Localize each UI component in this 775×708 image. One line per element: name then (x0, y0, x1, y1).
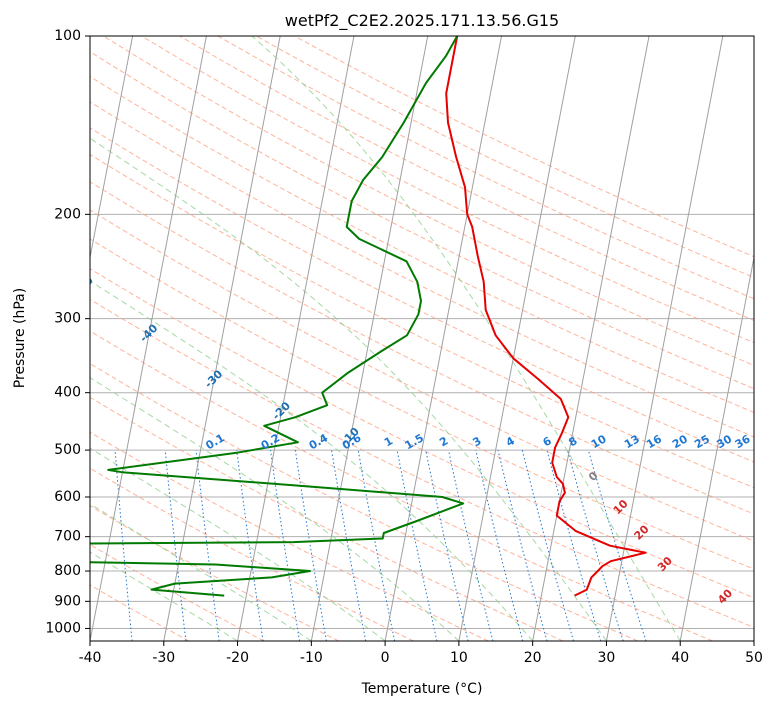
dry-adiabat (90, 505, 339, 641)
skewed-isotherm (679, 254, 754, 641)
dry-adiabat (90, 330, 713, 641)
y-tick-label: 700 (54, 529, 81, 545)
mixing-ratio-line (587, 449, 647, 641)
mixing-ratio-line (546, 449, 602, 641)
x-tick-label: 40 (671, 650, 689, 666)
axis-ticks: -40 -30 -20 -10 0 10 20 30 40 50 100 200 300 400 500 60… (45, 28, 763, 666)
isotherm-label: -50 (73, 274, 96, 297)
dry-adiabat (90, 298, 754, 628)
skewed-isotherm (384, 36, 502, 641)
x-tick-label: -10 (300, 650, 323, 666)
mixing-ratio-line (396, 450, 438, 641)
mixing-ratio-line (521, 449, 574, 641)
dry-adiabat (90, 396, 564, 641)
skewed-isotherm (532, 36, 650, 641)
y-tick-label: 300 (54, 311, 81, 327)
y-tick-label: 400 (54, 385, 81, 401)
mixing-ratio-line (497, 449, 548, 641)
moist-adiabat (90, 551, 238, 641)
dry-adiabat (103, 36, 754, 366)
dewpoint-trace (90, 36, 465, 597)
skewed-isotherm (90, 36, 134, 261)
plot-frame (89, 35, 755, 642)
temperature-trace (445, 36, 647, 597)
x-tick-label: 50 (745, 650, 763, 666)
y-tick-label: 500 (54, 442, 81, 458)
dry-adiabat (90, 209, 754, 542)
x-tick-label: 0 (381, 650, 390, 666)
skewed-isotherm (163, 36, 281, 641)
y-tick-label: 100 (54, 28, 81, 44)
dry-adiabat (141, 36, 754, 344)
mixing-ratio-line (236, 450, 264, 641)
skewed-isotherm (458, 36, 576, 641)
mixing-ratio-line (164, 450, 187, 641)
skewed-isotherm (237, 36, 355, 641)
chart-title: wetPf2_C2E2.2025.171.13.56.G15 (285, 11, 559, 31)
moist-adiabat (90, 377, 460, 641)
y-tick-label: 200 (54, 206, 81, 222)
x-tick-label: 30 (598, 650, 616, 666)
y-tick-label: 1000 (45, 620, 81, 636)
dry-adiabat (90, 543, 265, 641)
x-tick-label: -40 (79, 650, 102, 666)
y-tick-label: 600 (54, 489, 81, 505)
mixing-ratio-line (195, 450, 220, 641)
skewed-isotherm (90, 36, 207, 641)
x-axis-label: Temperature (°C) (361, 681, 483, 697)
dry-adiabat (90, 51, 754, 390)
dry-adiabat (90, 268, 754, 599)
moist-adiabat (90, 137, 607, 641)
mixing-ratio-line (270, 450, 301, 641)
y-tick-label: 900 (54, 593, 81, 609)
dry-adiabat (90, 181, 754, 515)
mixing-ratio-line (475, 449, 524, 641)
y-axis-label: Pressure (hPa) (12, 288, 28, 388)
skewed-isotherm (605, 36, 724, 641)
mixing-ratio-line (425, 449, 469, 641)
dry-adiabat (90, 431, 489, 641)
mixing-ratio-line (567, 449, 624, 641)
x-tick-label: -30 (152, 650, 175, 666)
plot-area: -100-90-80-70-60-50-40-30-20-10010203040… (73, 36, 754, 641)
x-tick-label: 10 (450, 650, 468, 666)
x-tick-label: 20 (524, 650, 542, 666)
moist-adiabat (90, 447, 386, 641)
y-tick-label: 800 (54, 563, 81, 579)
x-tick-label: -20 (226, 650, 249, 666)
dry-adiabat (90, 101, 754, 438)
moist-adiabat (251, 36, 681, 641)
